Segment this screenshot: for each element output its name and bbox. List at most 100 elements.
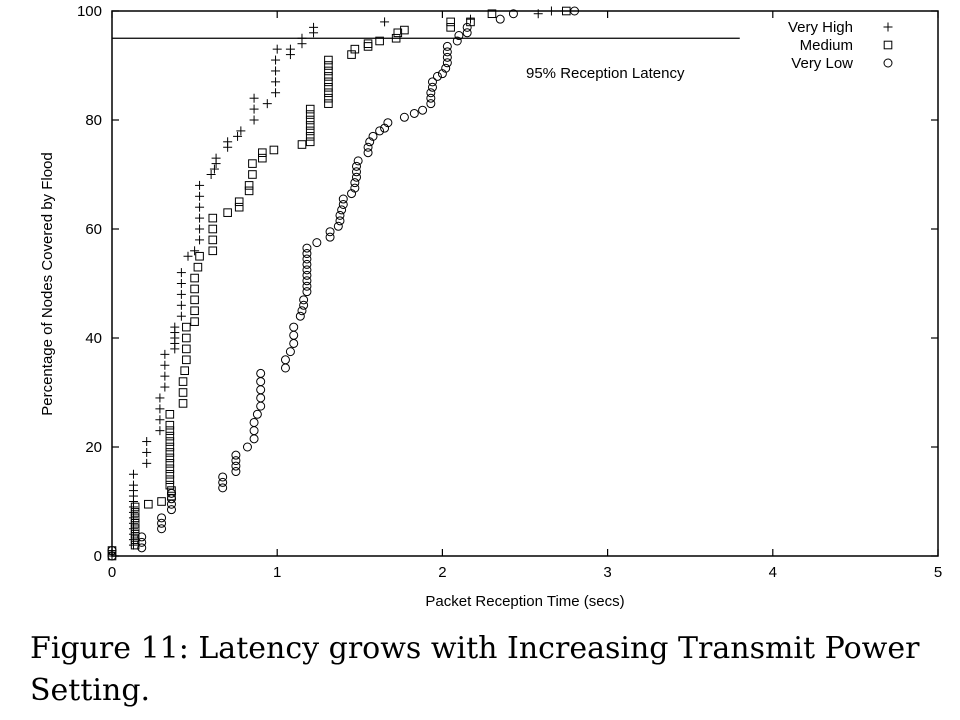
data-point xyxy=(218,472,228,482)
data-point xyxy=(195,251,204,261)
data-point xyxy=(180,366,189,375)
plot-frame xyxy=(111,10,939,557)
data-point xyxy=(399,112,409,122)
x-tick-label: 1 xyxy=(273,564,281,581)
data-point xyxy=(195,213,205,223)
axis-tick-labels: 0 1 2 3 4 5 0 20 40 60 80 100 xyxy=(77,3,942,581)
data-point xyxy=(337,205,347,215)
legend-marker xyxy=(883,22,893,32)
data-point xyxy=(233,131,243,141)
data-point xyxy=(368,131,378,141)
data-point xyxy=(375,126,385,136)
data-point xyxy=(508,9,518,19)
data-point xyxy=(487,9,497,19)
y-tick-label: 40 xyxy=(85,330,102,347)
data-point xyxy=(166,494,176,504)
data-point xyxy=(383,118,393,128)
data-point xyxy=(190,284,199,294)
data-point xyxy=(335,216,345,226)
data-point xyxy=(142,458,152,468)
series-medium xyxy=(107,6,571,561)
data-point xyxy=(258,153,267,163)
chart: 0 1 2 3 4 5 0 20 40 60 80 100 95% Reception Latency… xyxy=(39,3,942,610)
figure-caption: Figure 11: Latency grows with Increasing… xyxy=(30,631,920,708)
legend-label: Very Low xyxy=(791,55,853,72)
data-point xyxy=(256,368,266,378)
axis-ticks xyxy=(111,10,939,557)
data-point xyxy=(218,483,228,493)
data-point xyxy=(350,183,360,193)
data-point xyxy=(165,464,175,474)
data-point xyxy=(128,480,138,490)
data-point xyxy=(302,287,312,297)
data-point xyxy=(165,453,175,463)
data-point xyxy=(165,437,175,446)
data-point xyxy=(302,254,312,264)
data-point xyxy=(107,546,117,556)
data-point xyxy=(299,295,309,305)
data-point xyxy=(208,235,218,245)
data-point xyxy=(142,437,152,447)
data-point xyxy=(442,58,452,68)
legend-marker xyxy=(883,58,893,68)
y-tick-label: 0 xyxy=(94,548,102,565)
x-tick-label: 4 xyxy=(769,564,777,581)
data-point xyxy=(248,170,257,179)
data-point xyxy=(324,93,333,103)
data-point xyxy=(178,377,188,386)
data-point xyxy=(211,153,221,163)
data-point xyxy=(166,488,176,498)
data-point xyxy=(160,349,170,359)
data-point xyxy=(338,194,348,204)
data-point xyxy=(280,355,290,365)
series-very-high xyxy=(107,6,556,561)
data-point xyxy=(157,524,167,534)
data-point xyxy=(299,300,309,310)
data-point xyxy=(160,360,170,370)
data-point xyxy=(193,262,203,272)
legend-label: Very High xyxy=(788,19,853,36)
data-point xyxy=(165,475,175,484)
data-point xyxy=(285,44,295,54)
data-point xyxy=(409,108,419,118)
data-point xyxy=(176,300,186,310)
data-point xyxy=(130,502,140,512)
data-point xyxy=(142,447,152,457)
data-point xyxy=(176,279,186,288)
data-point xyxy=(166,505,176,515)
data-point xyxy=(234,202,244,212)
data-point xyxy=(165,480,175,490)
data-point xyxy=(137,532,147,542)
data-point xyxy=(155,393,165,403)
data-point xyxy=(249,115,259,125)
data-point xyxy=(297,140,307,149)
data-point xyxy=(244,181,254,190)
data-markers xyxy=(107,6,580,561)
data-point xyxy=(256,377,266,387)
data-point xyxy=(190,246,200,256)
data-point xyxy=(363,42,373,51)
data-point xyxy=(289,330,299,340)
data-point xyxy=(231,461,241,471)
x-axis-label: Packet Reception Time (secs) xyxy=(425,593,624,610)
data-point xyxy=(363,148,373,158)
data-point xyxy=(256,401,266,411)
data-point xyxy=(305,132,315,141)
data-point xyxy=(495,14,505,24)
data-point xyxy=(297,33,307,43)
data-point xyxy=(324,88,333,98)
data-point xyxy=(157,497,166,506)
data-point xyxy=(302,270,312,280)
data-point xyxy=(302,259,312,269)
data-point xyxy=(256,385,266,395)
data-point xyxy=(166,499,176,509)
data-point xyxy=(324,61,333,70)
data-point xyxy=(305,115,315,125)
y-tick-label: 60 xyxy=(85,221,102,238)
data-point xyxy=(195,180,205,190)
data-point xyxy=(271,88,281,98)
data-point xyxy=(244,186,254,196)
data-point xyxy=(107,551,117,561)
data-point xyxy=(570,6,580,16)
